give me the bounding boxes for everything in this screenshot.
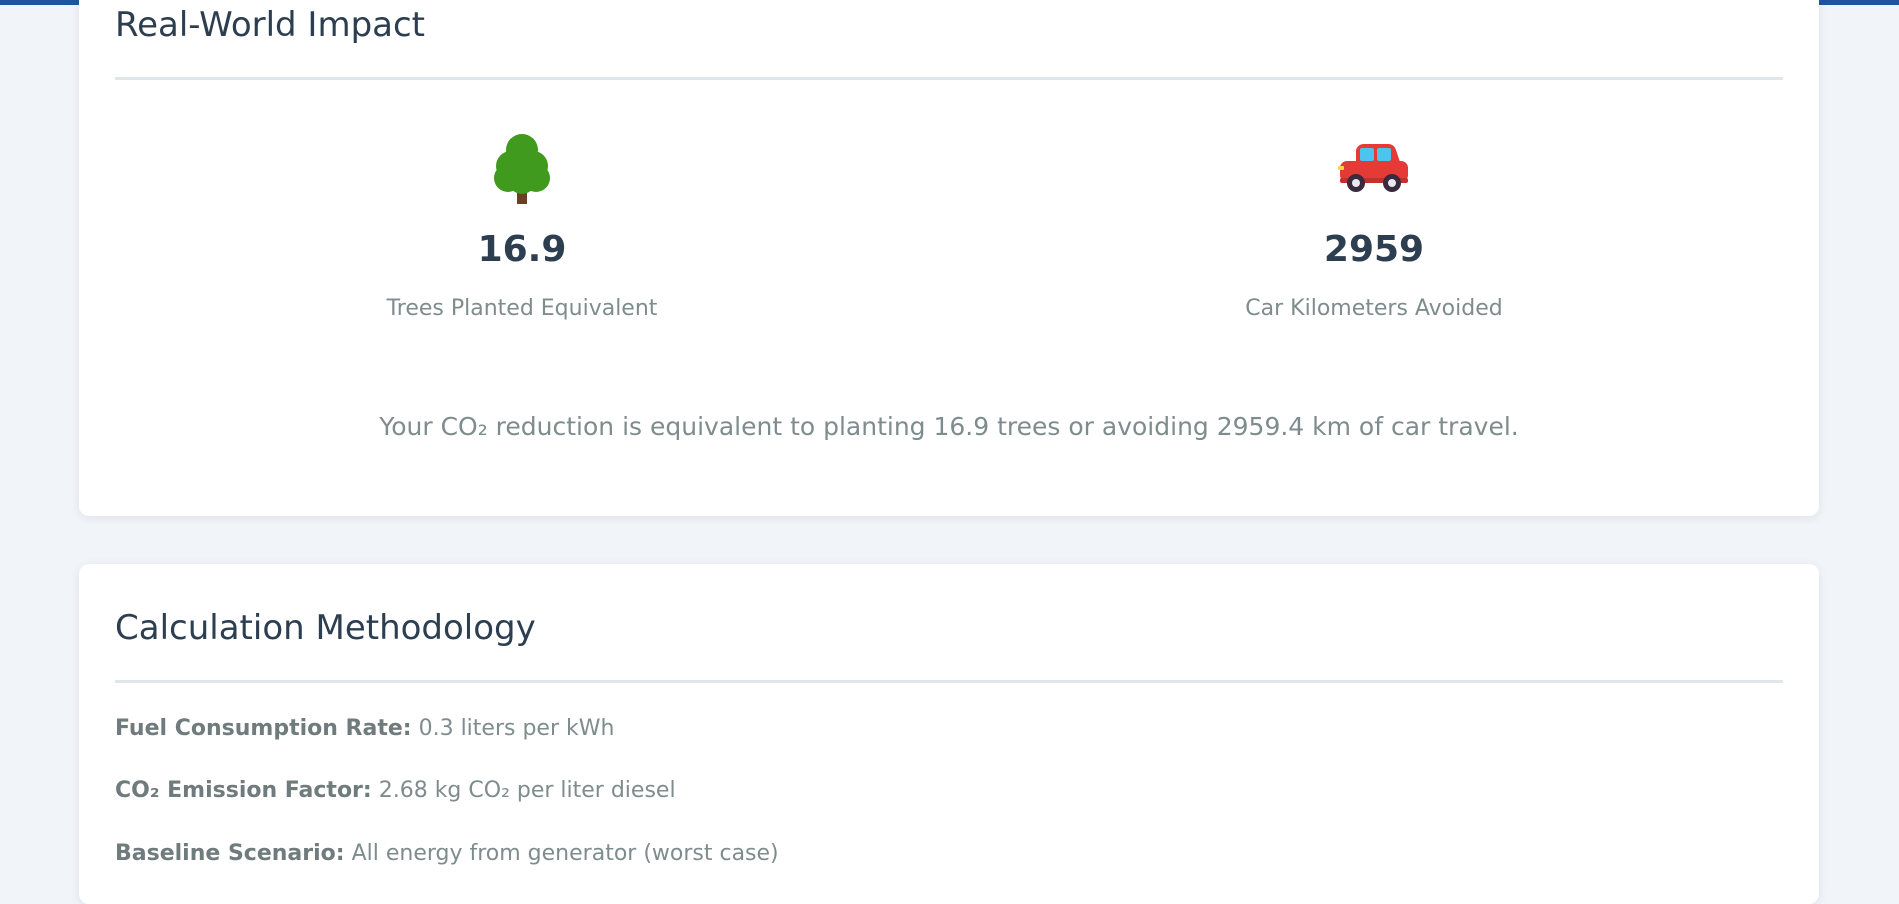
baseline-scenario-value: All energy from generator (worst case) — [351, 841, 779, 866]
fuel-consumption-value: 0.3 liters per kWh — [418, 716, 615, 741]
impact-summary: Your CO₂ reduction is equivalent to plan… — [379, 412, 1519, 441]
calculation-methodology-card: Calculation Methodology Fuel Consumption… — [79, 564, 1819, 904]
fuel-consumption-row: Fuel Consumption Rate: 0.3 liters per kW… — [115, 714, 614, 744]
baseline-scenario-row: Baseline Scenario: All energy from gener… — [115, 839, 779, 869]
trees-label: Trees Planted Equivalent — [386, 296, 658, 321]
methodology-divider — [115, 680, 1783, 683]
trees-value: 16.9 — [477, 229, 567, 270]
methodology-title: Calculation Methodology — [115, 608, 536, 648]
car-label: Car Kilometers Avoided — [1245, 296, 1503, 321]
emission-factor-value: 2.68 kg CO₂ per liter diesel — [378, 778, 676, 803]
trees-stat: 16.9 Trees Planted Equivalent — [222, 128, 822, 324]
tree-icon — [222, 128, 822, 208]
real-world-impact-card: Real-World Impact 16.9 Trees Planted Equ… — [79, 0, 1819, 516]
impact-divider — [115, 77, 1783, 80]
car-stat: 2959 Car Kilometers Avoided — [1074, 128, 1674, 324]
car-value: 2959 — [1323, 229, 1425, 270]
baseline-scenario-label: Baseline Scenario: — [115, 841, 345, 866]
emission-factor-label: CO₂ Emission Factor: — [115, 778, 372, 803]
impact-title: Real-World Impact — [115, 5, 426, 45]
car-icon — [1074, 128, 1674, 208]
emission-factor-row: CO₂ Emission Factor: 2.68 kg CO₂ per lit… — [115, 776, 676, 806]
fuel-consumption-label: Fuel Consumption Rate: — [115, 716, 412, 741]
